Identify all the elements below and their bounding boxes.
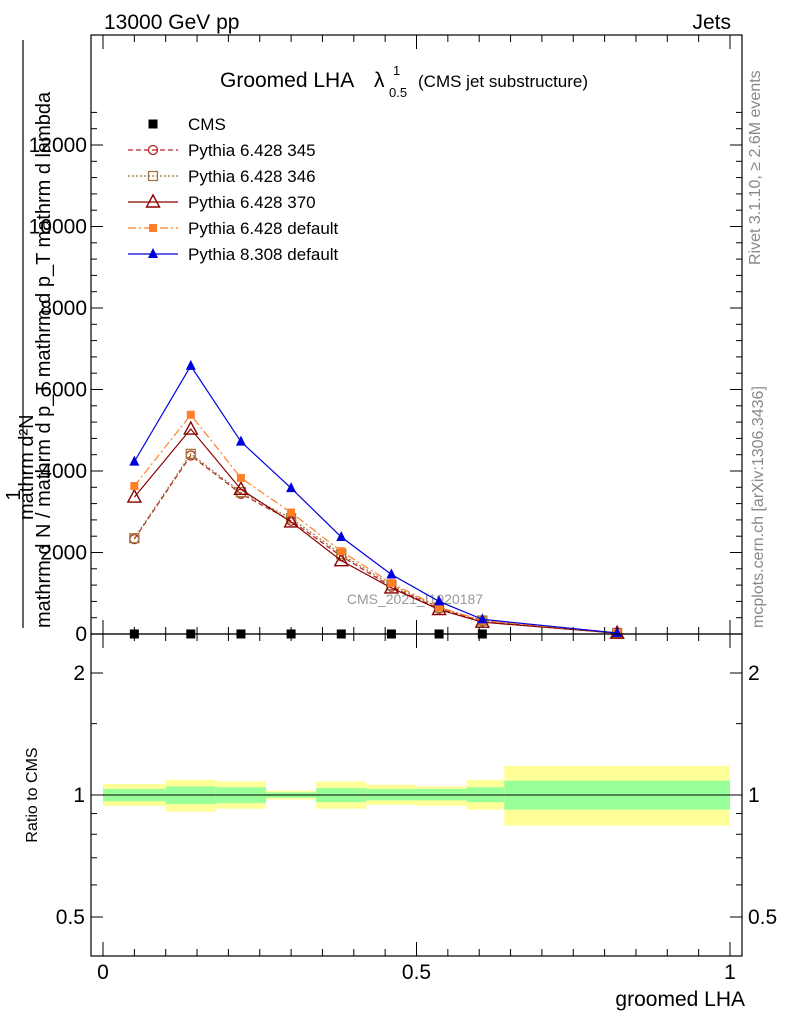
ratio-tick-label-right: 1 (748, 784, 760, 807)
data-point-p8def (185, 359, 196, 370)
mcplots-label: mcplots.cern.ch [arXiv:1306.3436] (750, 386, 767, 628)
y-label-numerator: mathrm d²N (16, 414, 38, 520)
rivet-label: Rivet 3.1.10, ≥ 2.6M events (747, 70, 764, 265)
ratio-tick-label: 1 (73, 784, 85, 807)
data-point-p8def (286, 482, 297, 493)
ratio-tick-label-right: 0.5 (748, 906, 777, 929)
plot-title: Groomed LHA λ 1 0.5 (CMS jet substructur… (220, 63, 588, 100)
y-label-denominator: mathrm d N / mathrm d p_T mathrm d p_T m… (33, 91, 55, 628)
data-point-p8def (129, 455, 140, 466)
legend-marker-p345 (147, 144, 159, 156)
legend-entry-cms: CMS (148, 115, 226, 134)
y-tick-label: 6000 (40, 379, 87, 402)
series-line-p370 (133, 428, 618, 634)
y-label-one: 1 (3, 489, 25, 500)
data-point-p6def (130, 482, 139, 491)
data-point-p6def (387, 579, 396, 588)
x-axis-label: groomed LHA (615, 988, 745, 1011)
legend-marker-p370 (145, 193, 161, 208)
legend-label-p370: Pythia 6.428 370 (188, 193, 316, 212)
legend-label-cms: CMS (188, 115, 226, 134)
x-axis-ticks: 0 0.5 1 (97, 35, 736, 984)
data-point-p370 (283, 513, 299, 528)
ratio-tick-label: 0.5 (56, 906, 85, 929)
data-point-p6def (236, 473, 245, 482)
x-tick-label: 1 (724, 961, 736, 984)
legend-entry-p370: Pythia 6.428 370 (128, 193, 316, 212)
y-tick-label: 4000 (40, 460, 87, 483)
legend-label-p346: Pythia 6.428 346 (188, 167, 316, 186)
legend-marker-cms (148, 119, 158, 129)
title-sup: 1 (393, 63, 400, 78)
legend-marker-p6def (149, 224, 157, 232)
legend-label-p8def: Pythia 8.308 default (188, 245, 339, 264)
data-point-p6def (287, 508, 296, 517)
title-main: Groomed LHA (220, 69, 354, 92)
ratio-plot-panel: 0.5 0.51 12 2 0 0.5 1 Ratio to CMS groomed LH… (24, 35, 777, 1011)
legend-entry-p346: Pythia 6.428 346 (128, 167, 316, 186)
title-sub: 0.5 (389, 85, 407, 100)
x-tick-label: 0 (97, 961, 109, 984)
y-axis-label-top: 1 mathrm d²N mathrm d N / mathrm d p_T m… (3, 40, 55, 628)
data-point-p370 (183, 420, 199, 435)
header-left: 13000 GeV pp (104, 11, 239, 34)
ratio-y-label: Ratio to CMS (24, 747, 41, 842)
legend-marker-p346 (147, 170, 159, 182)
y-tick-label: 2000 (40, 542, 87, 565)
data-point-p8def (386, 568, 397, 579)
data-point-p6def (186, 410, 195, 419)
data-point-p6def (337, 547, 346, 556)
data-point-p8def (336, 531, 347, 542)
title-note: (CMS jet substructure) (418, 72, 588, 91)
legend-entry-p8def: Pythia 8.308 default (128, 245, 339, 264)
series-p345 (129, 450, 623, 639)
data-point-p370 (126, 488, 143, 503)
ratio-tick-label: 2 (73, 662, 85, 685)
legend-entry-p6def: Pythia 6.428 default (128, 219, 339, 238)
data-point-p370 (333, 552, 349, 567)
data-point-p8def (434, 595, 445, 606)
legend: CMS Pythia 6.428 345 Pythia 6.428 346 Pythi… (128, 115, 339, 264)
data-point-p8def (235, 435, 246, 446)
y-tick-label: 12000 (29, 134, 87, 157)
main-y-ticks: 0 2000 4000 6000 8000 10000 12000 (29, 111, 742, 646)
header-right: Jets (692, 11, 731, 34)
series-p346 (129, 448, 623, 639)
data-point-p346 (185, 448, 196, 460)
data-point-p6def (435, 603, 444, 612)
series-line-p345 (133, 454, 618, 634)
legend-entry-p345: Pythia 6.428 345 (128, 141, 316, 160)
ratio-bands (103, 765, 730, 826)
y-tick-label: 0 (75, 623, 87, 646)
data-point-p370 (233, 480, 249, 496)
title-lambda: λ (374, 69, 385, 92)
series-p8def (129, 359, 623, 637)
legend-marker-p8def (148, 248, 158, 258)
y-tick-label: 10000 (29, 216, 87, 239)
y-tick-label: 8000 (40, 297, 87, 320)
data-point-p346 (129, 533, 140, 544)
data-point-p8def (477, 613, 488, 624)
legend-label-p345: Pythia 6.428 345 (188, 141, 316, 160)
ratio-y-ticks: 0.5 0.5 1 1 2 2 (56, 662, 777, 929)
legend-label-p6def: Pythia 6.428 default (188, 219, 339, 238)
ratio-tick-label-right: 2 (748, 662, 760, 685)
x-tick-label: 0.5 (402, 961, 431, 984)
